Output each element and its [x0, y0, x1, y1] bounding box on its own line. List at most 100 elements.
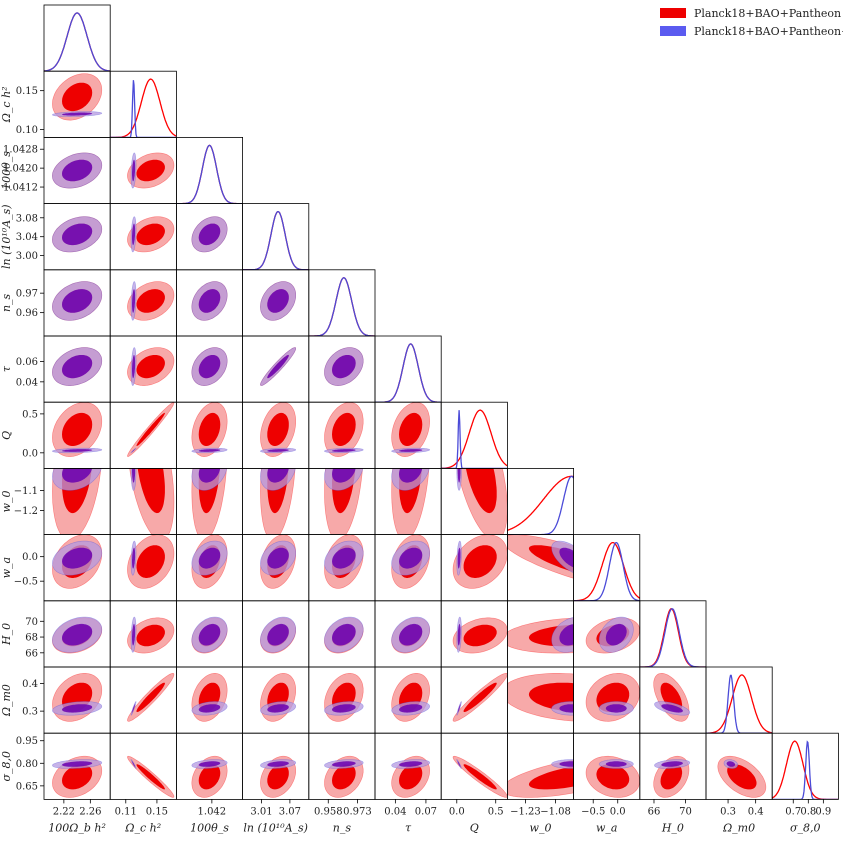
contour-68-blue	[198, 355, 221, 379]
legend-label-planck: Planck18+BAO+Pantheon	[694, 6, 842, 20]
x-tick-label: 0.9	[815, 806, 831, 817]
contour-panel-omegach2-theta	[127, 152, 175, 189]
y-tick-label: 70	[25, 617, 38, 628]
y-axis-label-w0: w_0	[0, 491, 13, 513]
x-tick-label: 3.07	[279, 806, 301, 817]
contour-panel-w0-Om	[507, 673, 574, 722]
y-axis-label-logA: ln (10¹⁰A_s)	[0, 204, 13, 269]
panel-frame	[43, 4, 111, 72]
marginal-curve-blue	[44, 12, 111, 72]
y-axis-label-theta: 100θ_s	[0, 151, 13, 190]
marginal-curve-blue	[706, 674, 773, 734]
contour-68-red	[136, 289, 165, 313]
x-tick-label: 0.3	[720, 806, 736, 817]
y-tick-label: 0.97	[16, 289, 38, 300]
contour-panel-omegabh2-w0	[52, 468, 102, 535]
y-tick-label: −1.2	[14, 506, 38, 517]
contour-68-blue	[267, 761, 289, 767]
contour-68-blue	[62, 623, 93, 646]
marginal-curve-red	[44, 12, 111, 72]
x-tick-label: 2.26	[79, 806, 101, 817]
contour-panel-omegach2-Om	[127, 673, 175, 722]
contour-68-blue	[132, 468, 136, 483]
panel-frame	[175, 136, 243, 204]
contour-panel-omegabh2-logA	[52, 216, 103, 253]
contour-68-blue	[267, 289, 289, 313]
contour-68-red	[660, 764, 683, 790]
contour-68-red	[399, 764, 423, 790]
contour-panel-w0-s8	[507, 759, 574, 798]
contour-68-red	[137, 468, 165, 514]
marginal-curve-red	[507, 475, 574, 531]
contour-panel-omegach2-ns	[127, 281, 175, 321]
contour-panel-ns-tau	[324, 347, 364, 386]
contour-68-red	[136, 355, 165, 379]
contour-panel-ns-wa	[324, 534, 364, 589]
marginal-curve-red	[242, 210, 309, 270]
y-tick-label: 0.06	[16, 357, 38, 368]
contour-panel-omegach2-Q	[127, 402, 175, 457]
contour-68-blue	[62, 449, 93, 452]
contour-panel-theta-tau	[191, 347, 228, 386]
contour-panel-tau-s8	[391, 755, 431, 798]
x-tick-label: −1.08	[540, 806, 571, 817]
x-axis-label-H0: H_0	[661, 821, 684, 834]
legend-swatch-blue	[660, 26, 686, 36]
marginal-curve-blue	[308, 277, 375, 336]
contour-panel-theta-Q	[191, 402, 228, 457]
contour-panel-logA-s8	[260, 755, 296, 798]
contour-panel-logA-Om	[260, 673, 296, 722]
marginal-panel-omegach2	[110, 78, 177, 138]
y-axis-label-omegach2: Ω_c h²	[0, 86, 13, 123]
y-tick-label: 66	[25, 648, 38, 659]
marginal-curve-blue	[176, 144, 243, 204]
contour-68-blue	[62, 159, 93, 182]
contour-68-blue	[605, 761, 627, 767]
contour-panel-theta-Om	[191, 673, 228, 722]
contour-68-blue	[62, 704, 93, 713]
x-tick-label: −0.5	[581, 806, 605, 817]
y-tick-label: 0.5	[22, 409, 38, 420]
contour-68-blue	[267, 623, 289, 646]
contour-panel-Om-s8	[717, 755, 767, 798]
contour-68-blue	[661, 704, 683, 713]
contour-panel-omegabh2-theta	[52, 152, 103, 189]
contour-panel-Q-s8	[452, 755, 508, 798]
contour-68-blue	[62, 355, 93, 379]
x-tick-label: 0.15	[146, 806, 168, 817]
contour-68-red	[528, 766, 574, 790]
contour-68-red	[198, 412, 221, 446]
contour-68-blue	[267, 354, 289, 379]
x-tick-label: 0.8	[800, 806, 816, 817]
contour-panel-theta-s8	[191, 755, 228, 798]
marginal-panel-Om	[706, 674, 773, 734]
contour-68-red	[136, 624, 165, 647]
y-tick-label: 0.0	[22, 552, 38, 563]
contour-68-blue	[332, 623, 356, 646]
contour-68-blue	[62, 289, 93, 313]
contour-68-blue	[332, 704, 356, 713]
x-tick-label: 2.22	[53, 806, 75, 817]
y-tick-label: 3.00	[16, 251, 38, 262]
contour-panel-theta-logA	[191, 216, 228, 253]
x-axis-label-w0: w_0	[530, 821, 552, 834]
x-tick-label: 0.11	[115, 806, 137, 817]
contour-68-red	[198, 764, 221, 790]
contour-68-blue	[661, 761, 683, 767]
x-tick-label: 0.973	[343, 806, 372, 817]
contour-68-blue	[267, 449, 289, 452]
y-tick-label: 3.08	[16, 213, 38, 224]
y-tick-label: 0.65	[16, 781, 38, 792]
marginal-curve-red	[706, 674, 773, 734]
y-tick-label: 1.0428	[3, 145, 38, 156]
contour-panel-omegabh2-tau	[52, 347, 103, 386]
contour-panel-omegach2-s8	[127, 755, 175, 798]
contour-68-blue	[198, 468, 221, 483]
legend-swatch-red	[660, 8, 686, 18]
contour-68-blue	[198, 223, 221, 246]
contour-68-red	[62, 764, 93, 790]
x-tick-label: 0.0	[610, 806, 626, 817]
marginal-panel-s8	[772, 740, 839, 800]
contour-68-blue	[399, 449, 423, 452]
